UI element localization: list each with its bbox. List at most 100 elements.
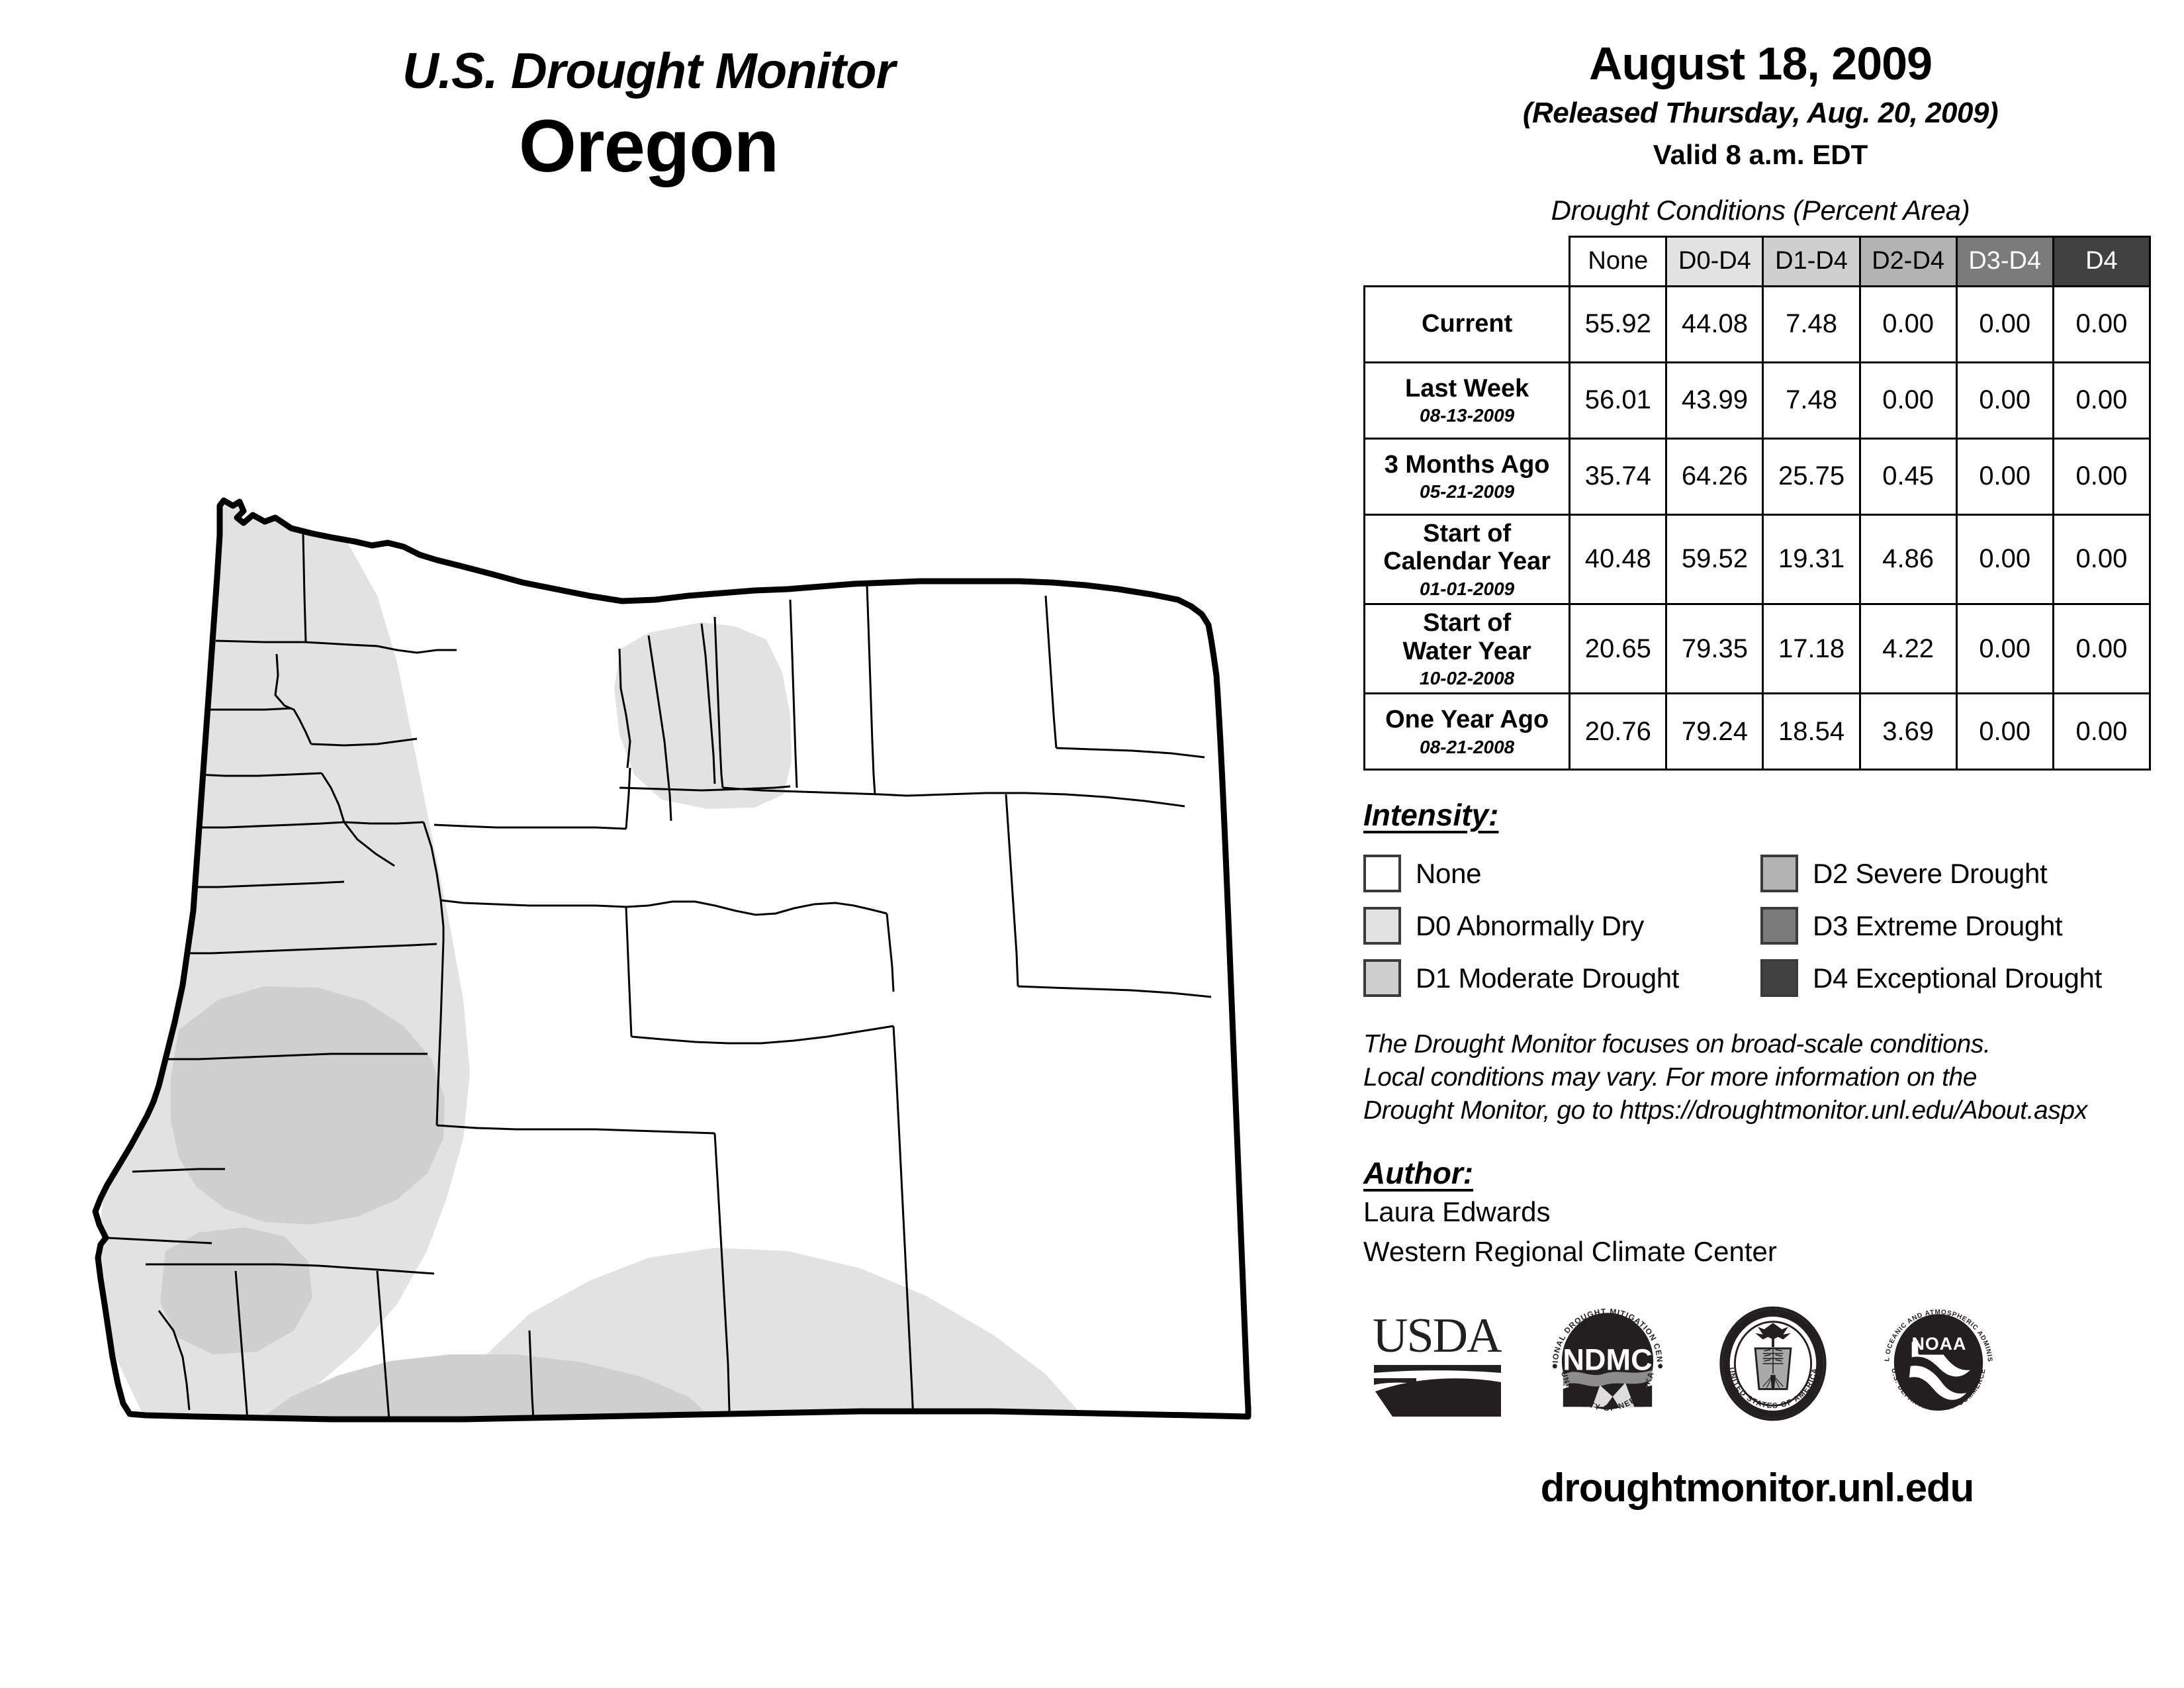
- cell-lastweek-d1d4: 7.48: [1762, 361, 1861, 440]
- cell-lastweek-d4: 0.00: [2052, 361, 2152, 440]
- row-label-date: 10-02-2008: [1420, 668, 1515, 689]
- cell-current-d1d4: 7.48: [1762, 285, 1861, 363]
- drought-conditions-table: None D0-D4 D1-D4 D2-D4 D3-D4 D4 Current …: [1363, 235, 2152, 771]
- cell-lastweek-d2d4: 0.00: [1858, 361, 1958, 440]
- svg-text:NOAA: NOAA: [1911, 1334, 1966, 1354]
- svg-text:★: ★: [1724, 1372, 1732, 1382]
- table-row: 3 Months Ago 05-21-2009 35.74 64.26 25.7…: [1363, 437, 2152, 516]
- ndmc-logo[interactable]: NDMC NATIONAL DROUGHT MITIGATION CENTER …: [1541, 1293, 1671, 1430]
- cell-1yr-d4: 0.00: [2052, 692, 2152, 771]
- table-caption: Drought Conditions (Percent Area): [1551, 194, 1970, 226]
- doc-seal-svg: DEPARTMENT OF COMMERCE UNITED STATES OF …: [1719, 1306, 1827, 1421]
- map-title-block: U.S. Drought Monitor Oregon: [0, 46, 1297, 185]
- cell-1yr-d0d4: 79.24: [1665, 692, 1764, 771]
- cell-1yr-none: 20.76: [1569, 692, 1668, 771]
- intensity-legend: None D2 Severe Drought D0 Abnormally Dry…: [1363, 847, 2158, 1004]
- usda-logo-svg: USDA: [1373, 1309, 1503, 1417]
- release-date: (Released Thursday, Aug. 20, 2009): [1522, 96, 1999, 129]
- row-label-text: Start of Calendar Year: [1383, 519, 1551, 576]
- cell-wy-d2d4: 4.22: [1858, 602, 1958, 695]
- cell-current-d2d4: 0.00: [1858, 285, 1958, 363]
- cell-wy-none: 20.65: [1569, 602, 1668, 695]
- legend-label-d1: D1 Moderate Drought: [1416, 962, 1680, 994]
- legend-label-none: None: [1416, 857, 1482, 889]
- author-affiliation: Western Regional Climate Center: [1363, 1235, 1777, 1267]
- column-header-d3d4: D3-D4: [1955, 235, 2054, 287]
- swatch-d1: [1363, 959, 1401, 998]
- disclaimer-line-3[interactable]: Drought Monitor, go to https://droughtmo…: [1363, 1096, 2087, 1125]
- state-outline: [92, 497, 1251, 1423]
- swatch-d2: [1760, 855, 1798, 893]
- cell-cy-d0d4: 59.52: [1665, 513, 1764, 605]
- cell-current-none: 55.92: [1569, 285, 1668, 363]
- row-label-text: One Year Ago: [1385, 706, 1549, 734]
- legend-label-d4: D4 Exceptional Drought: [1813, 962, 2102, 994]
- legend-item-d3[interactable]: D3 Extreme Drought: [1760, 907, 2158, 945]
- table-body: Current 55.92 44.08 7.48 0.00 0.00 0.00 …: [1363, 285, 2152, 771]
- table-row: One Year Ago 08-21-2008 20.76 79.24 18.5…: [1363, 692, 2152, 771]
- cell-cy-d2d4: 4.86: [1858, 513, 1958, 605]
- noaa-logo[interactable]: NOAA NATIONAL OCEANIC AND ATMOSPHERIC AD…: [1872, 1295, 2002, 1430]
- disclaimer-text: The Drought Monitor focuses on broad-sca…: [1363, 1028, 2158, 1127]
- row-label-text: 3 Months Ago: [1384, 450, 1550, 479]
- author-name: Laura Edwards: [1363, 1196, 1551, 1228]
- author-heading: Author:: [1363, 1156, 1474, 1191]
- cell-3mo-d3d4: 0.00: [1955, 437, 2054, 516]
- row-label-date: 08-21-2008: [1420, 737, 1515, 757]
- legend-item-d0[interactable]: D0 Abnormally Dry: [1363, 907, 1760, 945]
- legend-label-d0: D0 Abnormally Dry: [1416, 910, 1645, 941]
- legend-label-d2: D2 Severe Drought: [1813, 857, 2048, 889]
- cell-wy-d4: 0.00: [2052, 602, 2152, 695]
- cell-3mo-d0d4: 64.26: [1665, 437, 1764, 516]
- table-row: Last Week 08-13-2009 56.01 43.99 7.48 0.…: [1363, 361, 2152, 440]
- cell-1yr-d1d4: 18.54: [1762, 692, 1861, 771]
- column-header-none: None: [1569, 235, 1668, 287]
- column-header-d2d4: D2-D4: [1858, 235, 1958, 287]
- table-row: Start of Calendar Year 01-01-2009 40.48 …: [1363, 513, 2152, 605]
- cell-current-d0d4: 44.08: [1665, 285, 1764, 363]
- cell-cy-d1d4: 19.31: [1762, 513, 1861, 605]
- column-header-d4: D4: [2052, 235, 2152, 287]
- legend-item-none[interactable]: None: [1363, 855, 1760, 893]
- valid-time: Valid 8 a.m. EDT: [1653, 138, 1868, 170]
- valid-date: August 18, 2009: [1589, 38, 1933, 89]
- legend-item-d1[interactable]: D1 Moderate Drought: [1363, 959, 1760, 998]
- oregon-drought-map[interactable]: [66, 477, 1277, 1423]
- intensity-heading: Intensity:: [1363, 798, 1499, 833]
- cell-3mo-d1d4: 25.75: [1762, 437, 1861, 516]
- right-info-column: August 18, 2009 (Released Thursday, Aug.…: [1363, 38, 2158, 1511]
- partner-logos: USDA NDMC NATIONAL DRO: [1363, 1293, 2158, 1430]
- site-url[interactable]: droughtmonitor.unl.edu: [1540, 1466, 1975, 1510]
- swatch-d4: [1760, 959, 1798, 998]
- legend-item-d4[interactable]: D4 Exceptional Drought: [1760, 959, 2158, 998]
- row-label-text: Last Week: [1404, 374, 1529, 402]
- page-title: U.S. Drought Monitor: [402, 43, 895, 99]
- disclaimer-line-1: The Drought Monitor focuses on broad-sca…: [1363, 1030, 1991, 1059]
- swatch-none: [1363, 855, 1401, 893]
- row-label-date: 01-01-2009: [1420, 578, 1515, 599]
- cell-cy-none: 40.48: [1569, 513, 1668, 605]
- row-label-text: Start of Water Year: [1402, 608, 1531, 665]
- legend-item-d2[interactable]: D2 Severe Drought: [1760, 855, 2158, 893]
- row-label-start-water-year: Start of Water Year 10-02-2008: [1363, 602, 1571, 695]
- table-corner-cell: [1365, 236, 1570, 286]
- cell-3mo-none: 35.74: [1569, 437, 1668, 516]
- drought-conditions-table-holder: None D0-D4 D1-D4 D2-D4 D3-D4 D4 Current …: [1363, 235, 2158, 771]
- doc-seal-logo[interactable]: DEPARTMENT OF COMMERCE UNITED STATES OF …: [1709, 1300, 1837, 1430]
- row-label-last-week: Last Week 08-13-2009: [1363, 361, 1571, 440]
- table-row: Current 55.92 44.08 7.48 0.00 0.00 0.00: [1363, 285, 2152, 363]
- legend-label-d3: D3 Extreme Drought: [1813, 910, 2063, 941]
- row-label-date: 05-21-2009: [1420, 481, 1515, 502]
- row-label-current: Current: [1363, 285, 1571, 363]
- cell-1yr-d3d4: 0.00: [1955, 692, 2054, 771]
- svg-text:NDMC: NDMC: [1563, 1343, 1652, 1377]
- cell-wy-d1d4: 17.18: [1762, 602, 1861, 695]
- d1-region-southwest: [171, 986, 445, 1225]
- svg-text:★: ★: [1815, 1372, 1823, 1382]
- disclaimer-line-2: Local conditions may vary. For more info…: [1363, 1063, 1978, 1092]
- usda-logo[interactable]: USDA: [1370, 1304, 1506, 1427]
- cell-lastweek-d0d4: 43.99: [1665, 361, 1764, 440]
- row-label-start-calendar-year: Start of Calendar Year 01-01-2009: [1363, 513, 1571, 605]
- cell-lastweek-d3d4: 0.00: [1955, 361, 2054, 440]
- ndmc-logo-svg: NDMC NATIONAL DROUGHT MITIGATION CENTER …: [1541, 1293, 1664, 1413]
